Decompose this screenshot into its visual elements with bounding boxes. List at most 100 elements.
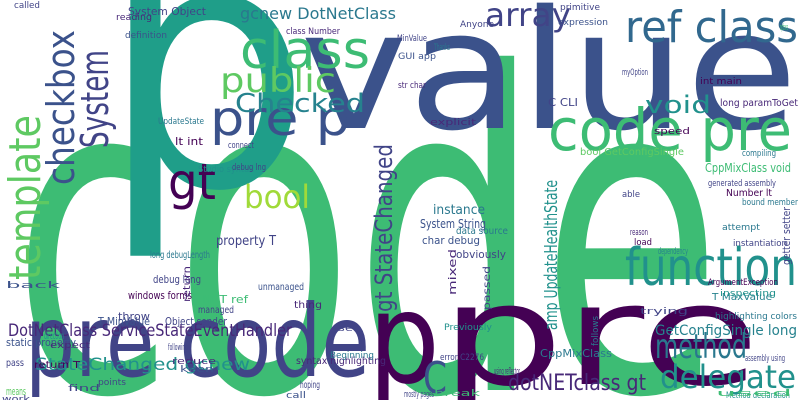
word: bool (244, 178, 310, 216)
word: long debugLength (150, 250, 210, 261)
word: definition (125, 31, 167, 41)
word: mostly pages (404, 390, 434, 400)
word: static property (6, 336, 76, 349)
word: instance (433, 203, 485, 218)
word: UpdateState (158, 117, 204, 127)
word: break (434, 389, 481, 399)
word: compiling (742, 149, 776, 159)
word: code pre (548, 96, 792, 164)
word: obviously (456, 248, 506, 261)
word: GUI app (398, 52, 436, 62)
word: T MinValue (97, 315, 150, 328)
word: void (645, 91, 711, 119)
word: ref class (625, 2, 798, 53)
word: value (300, 0, 798, 167)
word: work (2, 395, 31, 400)
word: lt int (175, 135, 204, 148)
word: call (286, 391, 306, 400)
word: back (6, 281, 62, 291)
word: array (485, 0, 571, 34)
word: pre code (25, 283, 370, 400)
word: reduce (172, 357, 217, 367)
word: Object sender (165, 315, 227, 328)
word: debug lng (232, 163, 266, 173)
word: following (168, 343, 188, 353)
word: connect (228, 141, 254, 151)
word: primitive (560, 3, 600, 13)
word: set (338, 324, 359, 334)
word: using reflector (494, 367, 520, 377)
word: gcnew DotNetClass (240, 4, 396, 23)
word: class Number (286, 27, 340, 37)
word: pre (440, 255, 760, 400)
word: load (634, 238, 652, 248)
word: return (182, 266, 193, 302)
word: delegate (660, 358, 796, 396)
word: bool GetConfigSingle (580, 147, 684, 158)
word: debug long (153, 273, 201, 286)
word: keen (180, 365, 214, 375)
word: called (14, 1, 40, 11)
word: return T (34, 360, 81, 371)
word: System String (420, 217, 486, 231)
word: speed (654, 127, 690, 137)
word: GetConfigSingle long (655, 323, 797, 339)
word: direction (44, 331, 64, 342)
word: reason (630, 228, 648, 238)
word: amp UpdateHealthState (541, 180, 562, 330)
word: property T (216, 234, 276, 249)
word: p (368, 267, 440, 400)
word: template (0, 115, 51, 280)
word: Thanks (434, 43, 451, 53)
word: System (73, 50, 117, 148)
word: str char (398, 81, 426, 91)
word: hoping (300, 380, 320, 391)
word: DotNetClass ServiceStateEventHandler (8, 321, 292, 341)
word: pre p (210, 91, 350, 147)
word: Anyone (460, 20, 494, 30)
word: gt (168, 153, 216, 211)
word: highlighting colors (715, 312, 797, 322)
word: data source (456, 226, 508, 237)
word: C (423, 353, 447, 400)
word: T MaxValue (711, 292, 772, 303)
word: find (68, 384, 100, 394)
word: reading (116, 13, 152, 23)
word: char debug (422, 234, 480, 247)
word: long paramToGet (720, 98, 798, 109)
word: managed (198, 305, 234, 316)
word: points (98, 378, 126, 388)
word: CppMixClass void (705, 161, 791, 175)
word: int main (700, 77, 742, 87)
word: unmanaged (258, 282, 304, 293)
word: Beginning (330, 351, 374, 361)
word: throw (118, 310, 150, 323)
word: bound member (742, 198, 798, 208)
word: ArgumentException (708, 278, 778, 288)
word: thing (294, 300, 322, 311)
word: syntax highlighting (296, 356, 386, 367)
word: C CLI (548, 96, 578, 109)
word: code (12, 0, 722, 400)
word: Previously (444, 323, 493, 333)
word: windows forms (128, 289, 192, 302)
word: error C2276 (440, 353, 484, 363)
word: trying (640, 307, 688, 317)
word: dotNETclass gt (508, 371, 646, 396)
word: System Object (128, 5, 207, 18)
word: expression (558, 18, 608, 28)
word: options (780, 23, 788, 33)
word: used (716, 389, 792, 399)
word: assembly using (745, 354, 785, 364)
word: NET ref (202, 293, 249, 306)
word: instantiation (733, 239, 787, 249)
word: MinValue (397, 34, 427, 44)
word: able (622, 190, 640, 200)
word: Method declaration (726, 391, 790, 400)
word: function (625, 238, 797, 298)
word: class (240, 21, 370, 81)
word: pass (6, 358, 24, 369)
word: public (220, 61, 336, 101)
word: CppMixClass (540, 347, 612, 360)
